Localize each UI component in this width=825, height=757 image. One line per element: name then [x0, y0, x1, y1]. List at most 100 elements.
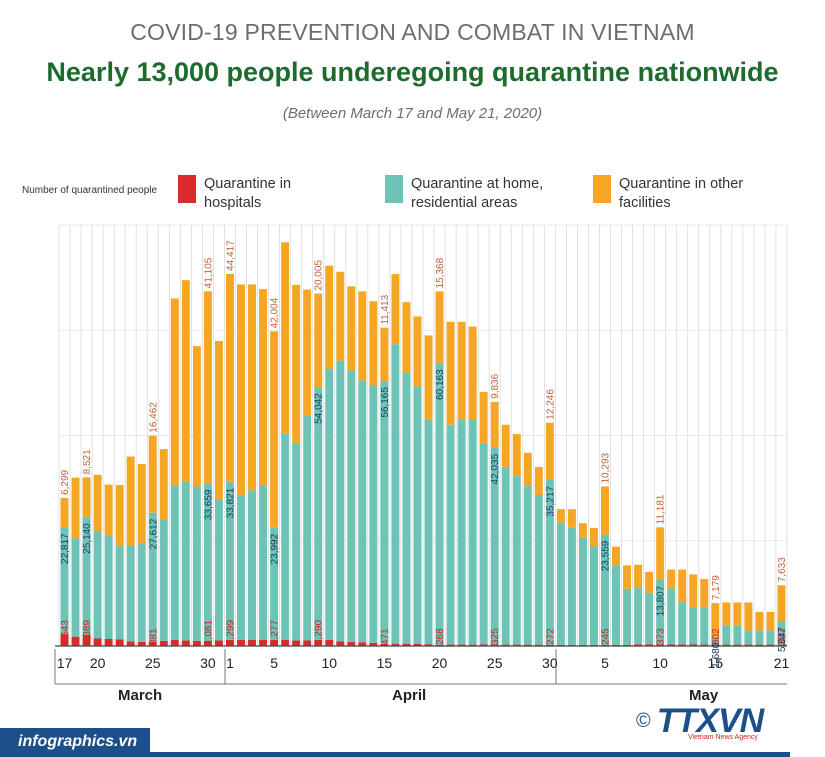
- bar-home: [578, 537, 587, 645]
- bar-hospitals: [424, 644, 433, 646]
- bar-home: [755, 630, 764, 645]
- y-axis-label: Number of quarantined people: [22, 185, 158, 196]
- footer-site: infographics.vn: [18, 733, 138, 750]
- x-tick-label: 5: [270, 655, 278, 671]
- bar-home: [270, 527, 279, 641]
- x-tick-label: 25: [487, 655, 503, 671]
- data-label-hospitals: 245: [601, 628, 612, 645]
- bar-home: [689, 607, 698, 645]
- x-tick-label: 10: [652, 655, 668, 671]
- logo-text: TTXVN: [656, 702, 764, 740]
- bar-other: [457, 321, 466, 421]
- bar-other: [115, 485, 124, 546]
- bar-other: [656, 527, 665, 580]
- bar-home: [623, 588, 632, 645]
- bar-home: [314, 387, 323, 640]
- data-label-home: 60,163: [435, 369, 446, 400]
- month-label-march: March: [118, 687, 163, 704]
- data-label-other: 12,246: [545, 389, 556, 420]
- bar-other: [567, 509, 576, 528]
- legend-home-swatch: [385, 175, 403, 203]
- bar-home: [325, 368, 334, 640]
- data-label-hospitals: 373: [656, 628, 667, 645]
- bar-other: [137, 464, 146, 544]
- bar-other: [612, 546, 620, 566]
- chart-title: Nearly 13,000 people underegoing quarant…: [46, 57, 779, 87]
- x-tick-label: 10: [321, 655, 337, 671]
- bar-hospitals: [766, 644, 775, 646]
- bar-home: [545, 479, 554, 645]
- data-label-other: 42,004: [270, 297, 281, 328]
- x-tick-label: 15: [377, 655, 393, 671]
- data-label-hospitals: 272: [545, 628, 556, 645]
- bar-home: [104, 536, 113, 639]
- bar-hospitals: [137, 641, 146, 646]
- bar-hospitals: [60, 634, 69, 646]
- bar-hospitals: [82, 634, 91, 646]
- bar-home: [777, 620, 786, 645]
- bar-other: [126, 456, 135, 546]
- bar-other: [446, 321, 455, 425]
- data-label-home: 23,559: [601, 540, 612, 571]
- data-label-home: 35,217: [545, 486, 556, 517]
- legend-hospitals-label: Quarantine in hospitals: [204, 176, 292, 211]
- bar-other: [336, 271, 345, 361]
- bar-home: [700, 607, 709, 645]
- bar-hospitals: [369, 642, 378, 646]
- data-label-hospitals: 471: [380, 628, 391, 645]
- bar-home: [248, 490, 256, 640]
- bar-hospitals: [192, 640, 201, 646]
- data-label-home: 56,165: [380, 387, 391, 418]
- legend-hospitals: Quarantine in hospitals: [178, 175, 304, 213]
- legend-home-label: Quarantine at home, residential areas: [411, 176, 544, 211]
- data-label-home: 13,807: [656, 585, 667, 616]
- month-bracket-march: [54, 649, 225, 685]
- bar-home: [512, 476, 521, 645]
- bar-hospitals: [435, 644, 444, 646]
- bar-other: [733, 602, 742, 626]
- bar-other: [314, 293, 323, 388]
- bar-hospitals: [413, 643, 422, 646]
- bar-other: [435, 291, 444, 364]
- bar-home: [336, 360, 345, 642]
- bar-home: [93, 530, 102, 639]
- legend-home: Quarantine at home, residential areas: [385, 175, 571, 213]
- bar-hospitals: [468, 644, 477, 646]
- data-label-other: 8,521: [82, 449, 93, 474]
- bar-home: [369, 385, 378, 643]
- bar-hospitals: [214, 640, 223, 646]
- bar-hospitals: [115, 639, 124, 646]
- data-label-hospitals: 307: [777, 628, 788, 645]
- bar-home: [612, 565, 620, 645]
- bar-hospitals: [259, 639, 268, 646]
- data-label-home: 23,992: [270, 533, 281, 564]
- bar-home: [501, 466, 510, 645]
- supertitle: COVID-19 PREVENTION AND COMBAT IN VIETNA…: [130, 19, 695, 45]
- bar-hospitals: [303, 640, 312, 646]
- bar-home: [214, 500, 223, 641]
- bar-home: [259, 485, 268, 640]
- bar-other: [678, 569, 687, 603]
- data-label-other: 15,368: [435, 257, 446, 288]
- data-label-hospitals: 1,299: [225, 620, 236, 645]
- ttxvn-logo: © TTXVN: [636, 702, 764, 741]
- bar-hospitals: [148, 641, 157, 646]
- bar-other: [380, 327, 389, 382]
- data-label-hospitals: 325: [490, 628, 501, 645]
- bar-hospitals: [281, 639, 290, 646]
- bar-hospitals: [314, 639, 323, 646]
- bar-other: [93, 474, 102, 531]
- bar-home: [159, 519, 168, 641]
- bar-hospitals: [479, 644, 488, 646]
- bar-hospitals: [170, 639, 179, 646]
- bar-home: [303, 415, 312, 641]
- bar-hospitals: [523, 644, 532, 646]
- bar-home: [137, 543, 146, 642]
- bar-other: [468, 326, 477, 421]
- bar-home: [601, 534, 609, 645]
- bar-home: [667, 588, 676, 645]
- bar-other: [424, 335, 433, 420]
- bar-hospitals: [733, 644, 742, 646]
- bar-home: [523, 485, 532, 645]
- data-label-other: 6,299: [60, 469, 71, 494]
